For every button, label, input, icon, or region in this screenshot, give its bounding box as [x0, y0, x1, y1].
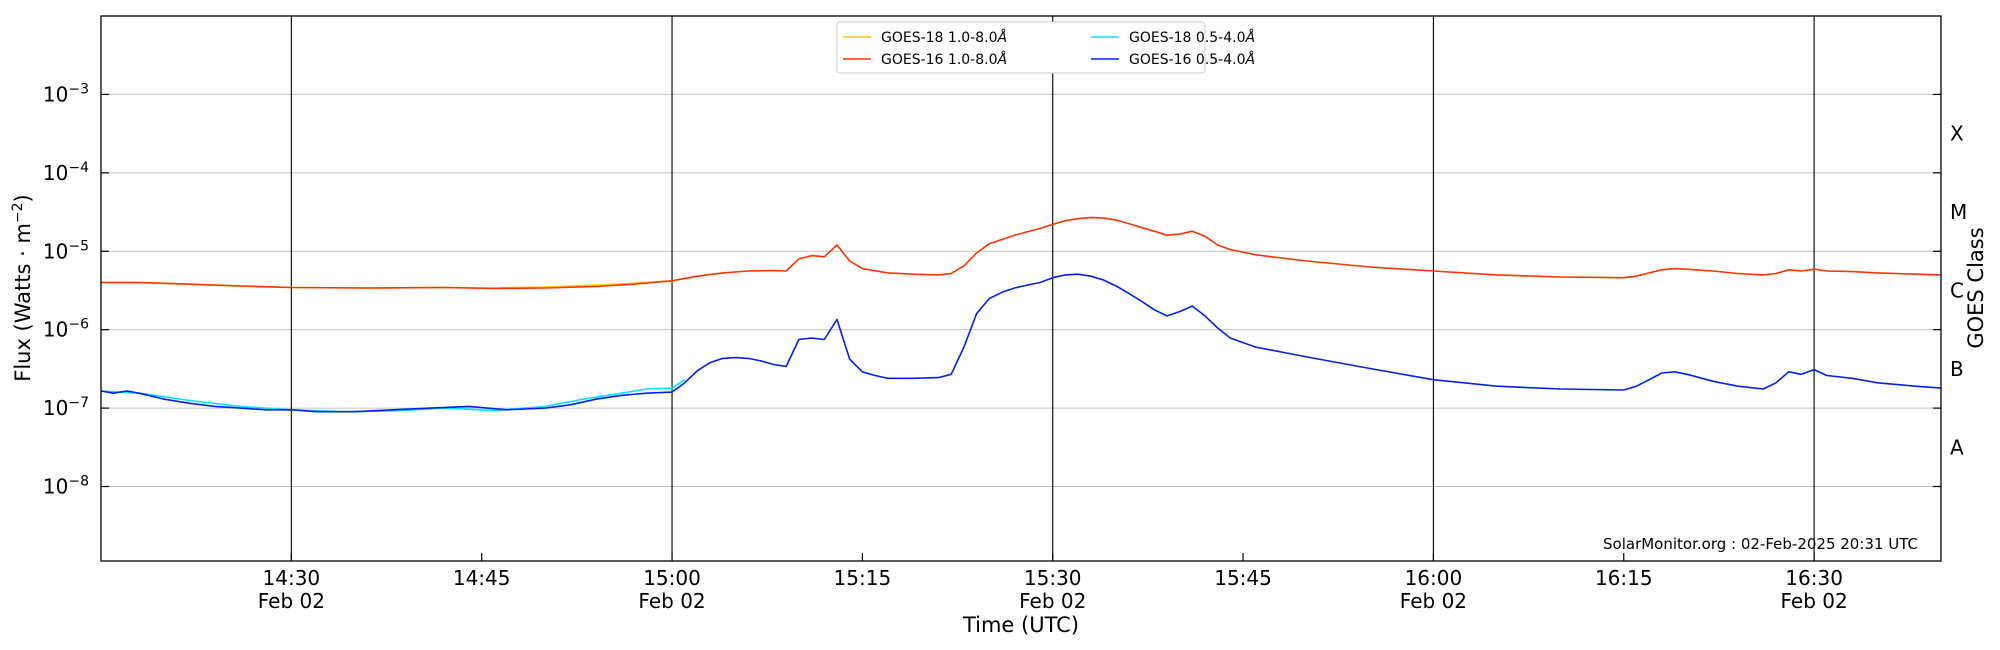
- goes-class-label: B: [1950, 357, 1964, 381]
- y-tick-label-base: 10: [43, 82, 68, 106]
- goes-class-label: M: [1950, 200, 1967, 224]
- x-tick-time-label: 15:30: [1024, 566, 1082, 590]
- y-tick-label: 10−8: [43, 474, 89, 499]
- legend-box: [836, 21, 1206, 74]
- goes-class-label: C: [1950, 278, 1964, 302]
- y-tick-label-base: 10: [43, 239, 68, 263]
- plot-frame: [100, 15, 1942, 562]
- x-tick-date-label: Feb 02: [1780, 589, 1847, 613]
- x-tick-date-label: Feb 02: [1400, 589, 1467, 613]
- x-tick-time-label: 14:30: [263, 566, 321, 590]
- goes-class-label: A: [1950, 435, 1964, 459]
- x-tick-date-label: Feb 02: [258, 589, 325, 613]
- x-tick-time-label: 16:00: [1405, 566, 1463, 590]
- y-tick-label-exponent: −3: [68, 81, 89, 97]
- y-tick-label: 10−5: [43, 238, 89, 263]
- y-tick-label-base: 10: [43, 475, 68, 499]
- x-tick-time-label: 14:45: [453, 566, 511, 590]
- solarmonitor-watermark: SolarMonitor.org : 02-Feb-2025 20:31 UTC: [1603, 535, 1918, 553]
- y-tick-label-exponent: −4: [68, 160, 89, 176]
- legend-label-main: GOES-18 0.5-4.0: [1129, 30, 1246, 46]
- x-tick-time-label: 16:15: [1595, 566, 1653, 590]
- y-tick-label-base: 10: [43, 161, 68, 185]
- legend-label-main: GOES-16 1.0-8.0: [881, 52, 998, 68]
- legend-label-main: GOES-18 1.0-8.0: [881, 30, 998, 46]
- x-tick-time-label: 15:45: [1214, 566, 1272, 590]
- x-axis-label: Time (UTC): [962, 613, 1079, 637]
- y-tick-label-base: 10: [43, 318, 68, 342]
- legend-label-unit: Å: [997, 29, 1008, 46]
- y-axis-label: Flux (Watts · m−2): [10, 194, 35, 382]
- goes-class-axis-label: GOES Class: [1964, 227, 1988, 348]
- legend-label: GOES-18 0.5-4.0Å: [1129, 29, 1255, 46]
- legend-label: GOES-16 1.0-8.0Å: [881, 51, 1007, 68]
- legend-label-main: GOES-16 0.5-4.0: [1129, 52, 1246, 68]
- legend-label: GOES-16 0.5-4.0Å: [1129, 51, 1255, 68]
- series-line: [100, 273, 1942, 413]
- x-tick-time-label: 15:00: [643, 566, 701, 590]
- series-layer: [100, 216, 1942, 413]
- y-axis-label-main: Flux (Watts · m: [11, 223, 35, 382]
- y-axis-label-end: ): [11, 194, 35, 202]
- y-tick-label-exponent: −5: [68, 238, 89, 254]
- goes-class-label: X: [1950, 122, 1964, 146]
- x-tick-date-label: Feb 02: [1019, 589, 1086, 613]
- x-tick-time-label: 16:30: [1785, 566, 1843, 590]
- legend-label-unit: Å: [1245, 51, 1256, 68]
- y-tick-label: 10−6: [43, 317, 89, 342]
- y-axis-label-exponent: −2: [10, 202, 26, 223]
- series-line: [101, 216, 1942, 290]
- y-tick-label: 10−7: [43, 395, 89, 420]
- grid-layer: [101, 16, 1941, 561]
- x-tick-time-label: 15:15: [834, 566, 892, 590]
- legend-label-unit: Å: [1245, 29, 1256, 46]
- legend-label-unit: Å: [997, 51, 1008, 68]
- y-tick-label-exponent: −6: [68, 317, 89, 333]
- y-tick-label-exponent: −8: [68, 474, 89, 490]
- x-tick-date-label: Feb 02: [638, 589, 705, 613]
- legend-label: GOES-18 1.0-8.0Å: [881, 29, 1007, 46]
- y-tick-label: 10−4: [43, 160, 89, 185]
- y-tick-label-exponent: −7: [68, 395, 89, 411]
- y-tick-label-base: 10: [43, 396, 68, 420]
- y-tick-label: 10−3: [43, 81, 89, 106]
